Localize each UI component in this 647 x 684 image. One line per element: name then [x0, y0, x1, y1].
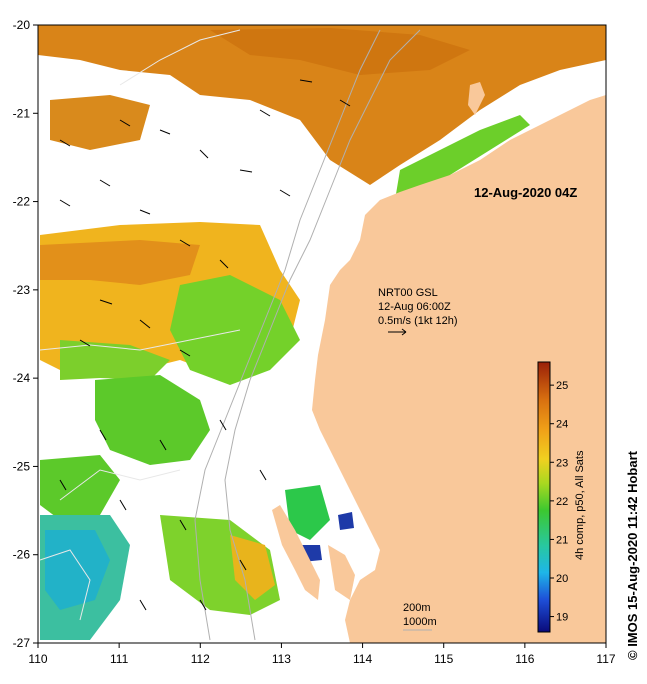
current-legend-arrow	[388, 328, 407, 336]
contour-label-1000m: 1000m	[403, 616, 437, 628]
colorbar-tick-label: 21	[556, 534, 568, 546]
current-legend-line1: NRT00 GSL	[378, 287, 438, 299]
colorbar-label: 4h comp, p50, All Sats	[574, 450, 586, 560]
sst-patch-shark-bay-blue	[338, 512, 354, 530]
y-tick-label: -21	[13, 106, 31, 120]
y-tick-label: -26	[13, 548, 31, 562]
y-tick-label: -24	[13, 371, 31, 385]
colorbar-ticks: 19 20 21 22 23 24 25	[550, 380, 568, 624]
sst-patch-south-1	[95, 375, 210, 465]
colorbar-tick-label: 23	[556, 457, 568, 469]
sst-patch-central-green	[170, 275, 300, 385]
x-tick-label: 110	[28, 652, 47, 666]
colorbar-tick-label: 24	[556, 419, 568, 431]
map-title: 12-Aug-2020 04Z	[474, 185, 577, 200]
colorbar	[537, 361, 551, 633]
y-axis: -20 -21 -22 -23 -24 -25 -26 -27	[13, 18, 38, 650]
y-tick-label: -22	[13, 195, 31, 209]
credit-text: © IMOS 15-Aug-2020 11:42 Hobart	[625, 450, 640, 660]
sst-isotherms	[39, 29, 241, 621]
y-tick-label: -25	[13, 459, 31, 473]
land-australia	[312, 95, 606, 643]
sst-patch-shark-bay-green	[285, 485, 330, 540]
land-island	[468, 82, 485, 115]
current-legend-line2: 12-Aug 06:00Z	[378, 301, 451, 313]
bathymetry-contours	[194, 29, 421, 641]
x-tick-label: 117	[596, 652, 615, 666]
sst-patch-coast-green	[395, 115, 530, 200]
sst-patch-central-orange	[40, 240, 200, 285]
colorbar-tick-label: 22	[556, 496, 568, 508]
current-legend-line3: 0.5m/s (1kt 12h)	[378, 315, 457, 327]
x-tick-label: 111	[110, 652, 129, 666]
land-peninsula-2	[328, 545, 355, 600]
x-axis: 110 111 112 113 114 115 116 117	[28, 643, 616, 666]
x-tick-label: 115	[434, 652, 453, 666]
sst-patch-south-2	[40, 455, 120, 520]
colorbar-tick-label: 20	[556, 573, 568, 585]
sst-patch-southwest-blue	[45, 530, 110, 610]
colorbar-tick-label: 25	[556, 380, 568, 392]
x-tick-label: 113	[272, 652, 291, 666]
sst-patch-north-2	[210, 28, 470, 75]
land-peninsula-sharkbay	[272, 505, 320, 600]
current-vectors	[59, 79, 351, 611]
sst-patch-south-4	[230, 535, 275, 600]
y-tick-label: -23	[13, 283, 31, 297]
y-tick-label: -20	[13, 18, 31, 32]
colorbar-tick-label: 19	[556, 612, 568, 624]
plot-frame	[37, 24, 607, 644]
x-tick-label: 116	[515, 652, 534, 666]
sst-patch-north	[38, 25, 606, 185]
x-tick-label: 114	[353, 652, 372, 666]
y-tick-label: -27	[13, 636, 31, 650]
sst-patch-nw	[50, 95, 150, 150]
x-tick-label: 112	[191, 652, 210, 666]
contour-label-200m: 200m	[403, 602, 431, 614]
